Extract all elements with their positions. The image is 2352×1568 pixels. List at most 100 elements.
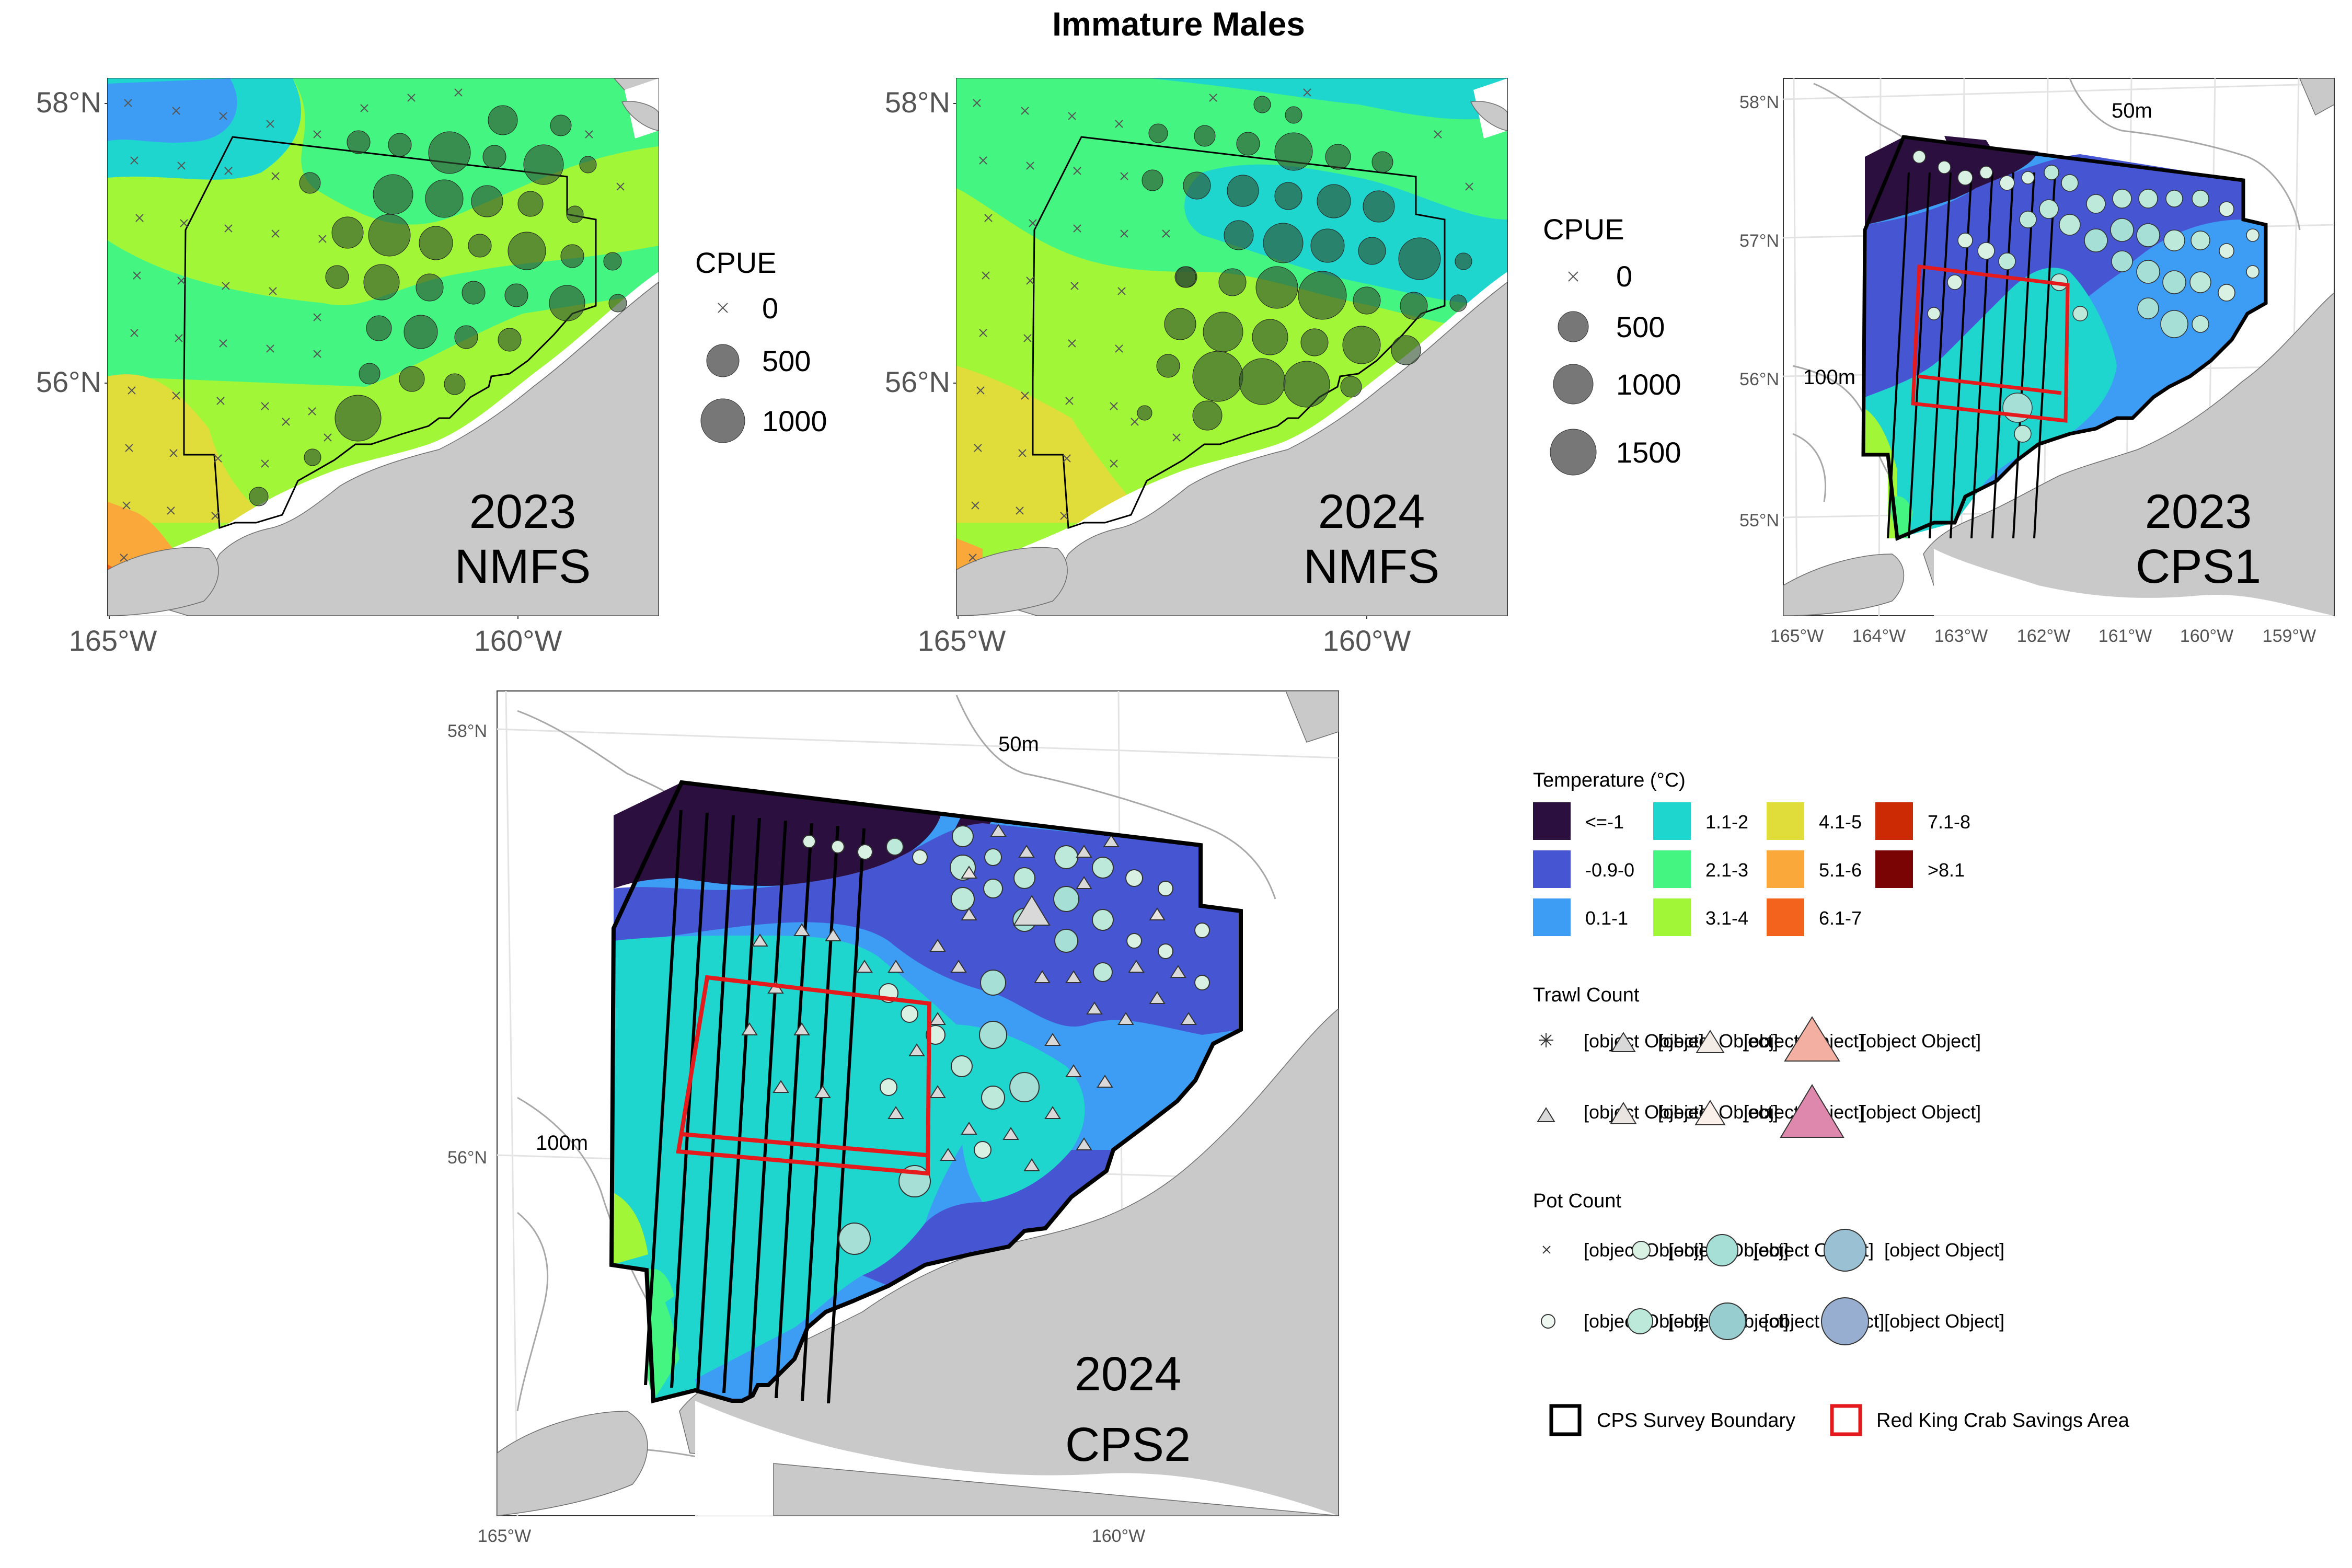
lon-label-160: 160°W — [1092, 1526, 1145, 1546]
map-year-label-2023-cps1: 2023 — [2145, 485, 2252, 538]
lon-label-160: 160°W — [2180, 626, 2233, 646]
temperature-swatch — [1533, 802, 1571, 840]
temperature-swatch-label: 4.1-5 — [1819, 811, 1862, 833]
map-year-label-2024-cps2: 2024 — [1075, 1347, 1182, 1401]
lon-label-160: 160°W — [474, 624, 562, 657]
temperature-swatch-label: <=-1 — [1585, 811, 1624, 833]
temperature-swatch — [1767, 802, 1804, 840]
temperature-swatch-label: 1.1-2 — [1705, 811, 1748, 833]
red-king-crab-savings-area-2024-cps2 — [676, 975, 932, 1176]
cpue-legend-title: CPUE — [1543, 213, 1624, 246]
temperature-swatch — [1533, 850, 1571, 888]
isobath-label-50m: 50m — [2112, 99, 2152, 122]
cpue-legend-item: 1500 — [1616, 436, 1681, 469]
temperature-swatch-label: 0.1-1 — [1585, 907, 1628, 929]
lat-label-56: 56°N — [885, 365, 950, 398]
temperature-swatch-label: 7.1-8 — [1928, 811, 1970, 833]
map-year-label-2023-nmfs: 2023 — [469, 485, 577, 538]
lon-label-162: 162°W — [2017, 626, 2070, 646]
pot-legend-item: [object Object] — [1884, 1310, 2004, 1332]
cpue-legend-item: 500 — [1616, 310, 1665, 343]
cpue-legend-item: 1000 — [1616, 368, 1681, 401]
lat-label-56: 56°N — [36, 365, 101, 398]
survey-boundary-2023-cps1 — [1861, 135, 2268, 541]
lon-label-165: 165°W — [478, 1526, 531, 1546]
lat-label-57: 57°N — [1739, 231, 1779, 251]
pot-and-trawl-stations-2024-cps2 — [644, 810, 1210, 1403]
temperature-swatch — [1875, 802, 1913, 840]
temperature-swatch-label: 5.1-6 — [1819, 859, 1862, 881]
lon-label-163: 163°W — [1934, 626, 1988, 646]
pot-stations-2023-cps1 — [1887, 150, 2259, 538]
trawl-legend-item: [object Object] — [1584, 1101, 1704, 1123]
lon-label-159: 159°W — [2263, 626, 2316, 646]
cps-boundary-swatch — [1549, 1404, 1582, 1436]
land-2023-nmfs — [108, 78, 659, 616]
temperature-swatch-label: 6.1-7 — [1819, 907, 1862, 929]
rkc-boundary-swatch — [1830, 1404, 1862, 1436]
lon-label-164: 164°W — [1852, 626, 1906, 646]
map-year-label-2024-nmfs: 2024 — [1318, 485, 1425, 538]
temperature-swatch — [1653, 802, 1691, 840]
figure-title: Immature Males — [1052, 5, 1305, 43]
temperature-swatch-label: 3.1-4 — [1705, 907, 1748, 929]
map-panel-2023-cps1: 50m 100m 2023 CPS1 58°N 57°N 56°N 55°N 1… — [1739, 78, 2335, 646]
map-panel-2023-nmfs: 2023 NMFS 58°N 56°N 165°W 160°W — [36, 78, 659, 657]
trawl-legend-item: [object Object] — [1584, 1030, 1704, 1052]
land-2024-cps2 — [497, 691, 1339, 1516]
land-2024-nmfs — [956, 78, 1507, 616]
trawl-legend-item: [object Object] — [1861, 1030, 1981, 1052]
temperature-swatch — [1767, 898, 1804, 936]
map-panel-2024-nmfs: 2024 NMFS 58°N 56°N 165°W 160°W — [885, 78, 1508, 657]
lon-label-160: 160°W — [1323, 624, 1411, 657]
map-survey-label-2023-cps1: CPS1 — [2136, 540, 2261, 593]
lon-label-161: 161°W — [2099, 626, 2152, 646]
isobath-label-100m: 100m — [1803, 366, 1855, 389]
pot-count-legend: Pot Count [object Object] [object Object… — [1533, 1190, 2004, 1345]
cpue-legend-item: 0 — [762, 292, 778, 325]
pot-legend-item: [object Object] — [1884, 1239, 2004, 1261]
cpue-legend-2024: CPUE 0 500 1000 1500 — [1543, 213, 1681, 476]
temperature-swatch — [1653, 850, 1691, 888]
isobath-label-100m: 100m — [536, 1132, 588, 1155]
cpue-legend-item: 0 — [1616, 260, 1632, 293]
cps-boundary-label: CPS Survey Boundary — [1597, 1410, 1795, 1432]
cpue-stations-2024-nmfs — [1137, 96, 1472, 431]
cpue-legend-item: 500 — [762, 344, 811, 377]
lat-label-58: 58°N — [1739, 93, 1779, 112]
lon-label-165: 165°W — [69, 624, 157, 657]
axis-ticks-2024-nmfs — [953, 103, 1367, 619]
lat-label-58: 58°N — [885, 86, 950, 119]
temperature-swatch — [1653, 898, 1691, 936]
temperature-swatch-label: 2.1-3 — [1705, 859, 1748, 881]
cpue-legend-item: 1000 — [762, 405, 827, 437]
survey-boundary-2024-cps2 — [609, 780, 1243, 1404]
lat-label-58: 58°N — [36, 86, 101, 119]
trawl-legend-item: [object Object] — [1861, 1101, 1981, 1123]
rkc-boundary-label: Red King Crab Savings Area — [1876, 1410, 2130, 1432]
pot-lines-2024-cps2 — [644, 810, 866, 1403]
land-2023-cps1 — [1783, 78, 2334, 616]
red-king-crab-savings-area-2023-cps1 — [1911, 264, 2070, 423]
map-survey-label-2023-nmfs: NMFS — [455, 540, 591, 593]
temperature-swatch — [1875, 850, 1913, 888]
axis-ticks-2023-nmfs — [105, 103, 518, 619]
map-survey-label-2024-nmfs: NMFS — [1304, 540, 1440, 593]
temperature-swatch-label: -0.9-0 — [1585, 859, 1634, 881]
lat-label-56: 56°N — [447, 1148, 487, 1168]
zero-catch-markers-2024-nmfs — [969, 88, 1473, 562]
temperature-swatch — [1767, 850, 1804, 888]
isobath-label-50m: 50m — [998, 733, 1039, 756]
pot-legend-title: Pot Count — [1533, 1190, 1621, 1212]
cpue-stations-2023-nmfs — [249, 105, 627, 506]
cpue-legend-2023: CPUE 0 500 1000 — [695, 246, 827, 443]
lon-label-165: 165°W — [1770, 626, 1824, 646]
lat-label-56: 56°N — [1739, 370, 1779, 389]
lat-label-58: 58°N — [447, 721, 487, 741]
temperature-legend-title: Temperature (°C) — [1533, 769, 1686, 791]
zero-catch-markers-2023-nmfs — [120, 88, 625, 562]
trawl-count-legend: Trawl Count [object Object] [object Obje… — [1533, 984, 1981, 1138]
cpue-legend-title: CPUE — [695, 246, 777, 279]
map-survey-label-2024-cps2: CPS2 — [1065, 1418, 1191, 1471]
